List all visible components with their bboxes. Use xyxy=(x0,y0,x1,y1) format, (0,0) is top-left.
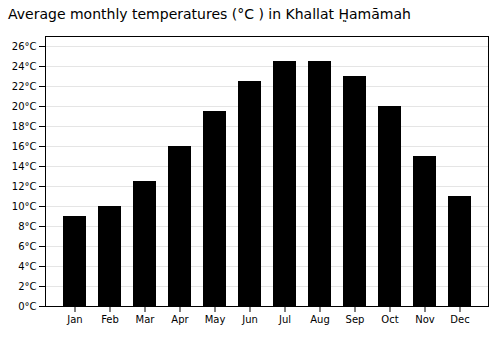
svg-text:Feb: Feb xyxy=(101,314,119,325)
svg-text:Mar: Mar xyxy=(136,314,156,325)
svg-text:Jul: Jul xyxy=(278,314,291,325)
svg-text:Jun: Jun xyxy=(241,314,258,325)
svg-text:14°C: 14°C xyxy=(12,161,37,172)
svg-text:2°C: 2°C xyxy=(18,281,36,292)
svg-text:22°C: 22°C xyxy=(12,81,37,92)
html-text:Average monthly temperatures (: Average monthly temperatures (°C ) in Kh… xyxy=(8,6,411,22)
svg-text:Apr: Apr xyxy=(171,314,189,325)
svg-text:Dec: Dec xyxy=(450,314,469,325)
svg-text:12°C: 12°C xyxy=(12,181,37,192)
svg-text:16°C: 16°C xyxy=(12,141,37,152)
svg-text:Jan: Jan xyxy=(66,314,82,325)
svg-text:Nov: Nov xyxy=(415,314,435,325)
svg-text:26°C: 26°C xyxy=(12,41,37,52)
svg-text:May: May xyxy=(205,314,226,325)
svg-text:24°C: 24°C xyxy=(12,61,37,72)
svg-text:6°C: 6°C xyxy=(18,241,36,252)
svg-text:8°C: 8°C xyxy=(18,221,36,232)
svg-text:4°C: 4°C xyxy=(18,261,36,272)
svg-text:Oct: Oct xyxy=(381,314,398,325)
svg-text:0°C: 0°C xyxy=(18,301,36,312)
svg-text:18°C: 18°C xyxy=(12,121,37,132)
svg-text:20°C: 20°C xyxy=(12,101,37,112)
svg-text:Aug: Aug xyxy=(310,314,330,325)
svg-text:10°C: 10°C xyxy=(12,201,37,212)
svg-text:Sep: Sep xyxy=(346,314,365,325)
